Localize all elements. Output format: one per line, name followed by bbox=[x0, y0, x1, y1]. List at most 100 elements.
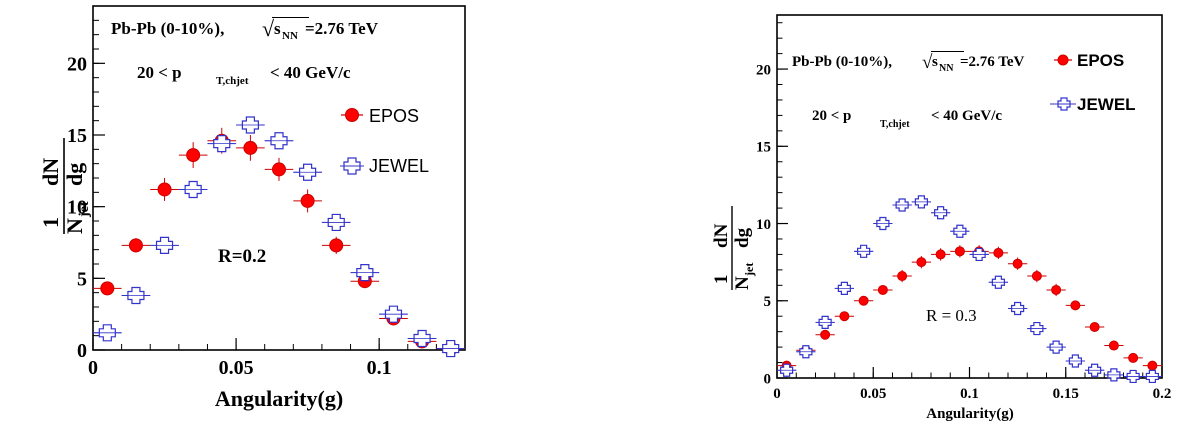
data-point bbox=[796, 345, 816, 359]
legend-marker-epos bbox=[1054, 54, 1072, 66]
chart-panel-r02: 0 0.05 0.1 0 5 10 15 20 Pb-Pb (0-10%), √ s NN =… bbox=[38, 5, 466, 411]
sqrt-s-label: s bbox=[932, 54, 938, 70]
data-point bbox=[1104, 340, 1124, 351]
data-point bbox=[1065, 354, 1085, 368]
sqrt-s-subscript: NN bbox=[939, 63, 954, 74]
data-point bbox=[911, 255, 931, 269]
data-point bbox=[93, 281, 122, 296]
marker-circle bbox=[128, 238, 143, 253]
y-tick-label: 10 bbox=[67, 197, 87, 219]
y-tick-label: 5 bbox=[77, 268, 87, 290]
collision-system-label: Pb-Pb (0-10%), bbox=[111, 19, 224, 38]
marker-circle bbox=[300, 193, 315, 208]
y-axis-title: 1 dN N jet dg bbox=[711, 206, 756, 290]
y-tick-label: 15 bbox=[756, 140, 771, 156]
y-title-denominator-N: N bbox=[62, 218, 87, 234]
marker-circle bbox=[954, 246, 965, 257]
data-point bbox=[150, 236, 179, 254]
collision-system-label: Pb-Pb (0-10%), bbox=[792, 54, 892, 70]
legend: EPOS JEWEL bbox=[1050, 51, 1136, 114]
data-point bbox=[436, 339, 465, 358]
data-point bbox=[264, 157, 294, 181]
data-point bbox=[988, 275, 1008, 289]
data-point bbox=[1027, 269, 1047, 283]
data-point bbox=[892, 198, 912, 212]
x-tick-label: 0.15 bbox=[1053, 386, 1079, 402]
marker-circle bbox=[1128, 352, 1139, 363]
data-point bbox=[1085, 322, 1105, 333]
legend-label-jewel: JEWEL bbox=[1077, 95, 1136, 114]
legend-label-epos: EPOS bbox=[369, 106, 419, 126]
y-title-denominator-dg: dg bbox=[732, 227, 753, 248]
legend-label-epos: EPOS bbox=[1077, 51, 1124, 70]
data-point bbox=[1123, 352, 1143, 363]
data-point bbox=[236, 135, 265, 161]
data-point bbox=[264, 132, 294, 150]
data-point bbox=[121, 286, 151, 305]
y-tick-label: 20 bbox=[67, 53, 87, 75]
y-title-denominator-jet: jet bbox=[742, 263, 756, 277]
plot-marks: 0 0.05 0.1 0 5 10 15 20 bbox=[67, 5, 466, 379]
y-tick-label: 20 bbox=[756, 62, 771, 78]
sqrt-symbol: √ bbox=[922, 52, 933, 73]
data-point bbox=[873, 216, 893, 231]
data-point bbox=[321, 213, 351, 232]
marker-circle bbox=[157, 182, 172, 197]
data-point bbox=[854, 244, 874, 258]
data-point bbox=[150, 178, 179, 201]
marker-circle bbox=[1108, 340, 1119, 351]
legend-label-jewel: JEWEL bbox=[369, 156, 429, 176]
y-title-numerator-1: 1 bbox=[38, 217, 63, 228]
data-point bbox=[1046, 340, 1066, 354]
marker-circle bbox=[1031, 271, 1042, 282]
marker-circle bbox=[820, 329, 831, 340]
data-point bbox=[911, 195, 931, 209]
marker-circle bbox=[243, 140, 258, 155]
radius-label: R=0.2 bbox=[218, 246, 266, 267]
y-axis-title: 1 dN N jet dg bbox=[38, 138, 92, 234]
data-point bbox=[321, 236, 351, 254]
legend-marker-jewel bbox=[1050, 97, 1076, 111]
legend-marker-jewel bbox=[340, 157, 364, 175]
marker-circle bbox=[1070, 300, 1081, 311]
marker-circle bbox=[1089, 322, 1100, 333]
legend-marker-epos bbox=[341, 108, 363, 122]
y-tick-label: 10 bbox=[756, 217, 771, 233]
data-point bbox=[834, 281, 854, 296]
data-point bbox=[293, 189, 322, 213]
data-point bbox=[834, 311, 854, 322]
x-tick-label: 0.05 bbox=[860, 386, 886, 402]
data-point bbox=[931, 206, 951, 220]
data-point bbox=[950, 224, 970, 238]
marker-circle bbox=[877, 284, 888, 295]
data-point bbox=[121, 238, 151, 253]
x-tick-label: 0.1 bbox=[367, 357, 392, 379]
data-point bbox=[293, 163, 322, 181]
x-tick-label: 0.05 bbox=[219, 357, 254, 379]
y-tick-label: 5 bbox=[764, 294, 772, 310]
series-jewel bbox=[93, 116, 465, 358]
data-point bbox=[969, 247, 989, 262]
data-point bbox=[1142, 369, 1162, 384]
data-point bbox=[93, 324, 122, 342]
legend: EPOS JEWEL bbox=[340, 106, 429, 176]
energy-label: =2.76 TeV bbox=[960, 54, 1025, 70]
y-title-denominator-dg: dg bbox=[62, 163, 87, 186]
data-point bbox=[854, 295, 874, 306]
data-point bbox=[1027, 321, 1047, 336]
y-tick-label: 15 bbox=[67, 125, 87, 147]
radius-label: R = 0.3 bbox=[926, 306, 977, 325]
sqrt-s-subscript: NN bbox=[282, 30, 298, 42]
marker-circle bbox=[272, 162, 286, 177]
y-tick-label: 0 bbox=[77, 340, 87, 362]
y-title-numerator-1: 1 bbox=[711, 275, 732, 285]
data-point bbox=[1065, 300, 1085, 311]
data-point bbox=[407, 329, 437, 348]
pt-range-suffix: < 40 GeV/c bbox=[270, 63, 351, 82]
data-point bbox=[988, 246, 1008, 260]
data-point bbox=[379, 305, 408, 323]
marker-circle bbox=[916, 257, 927, 268]
x-axis-title: Angularity(g) bbox=[215, 386, 343, 411]
x-tick-label: 0 bbox=[773, 386, 781, 402]
data-point bbox=[1085, 363, 1105, 377]
